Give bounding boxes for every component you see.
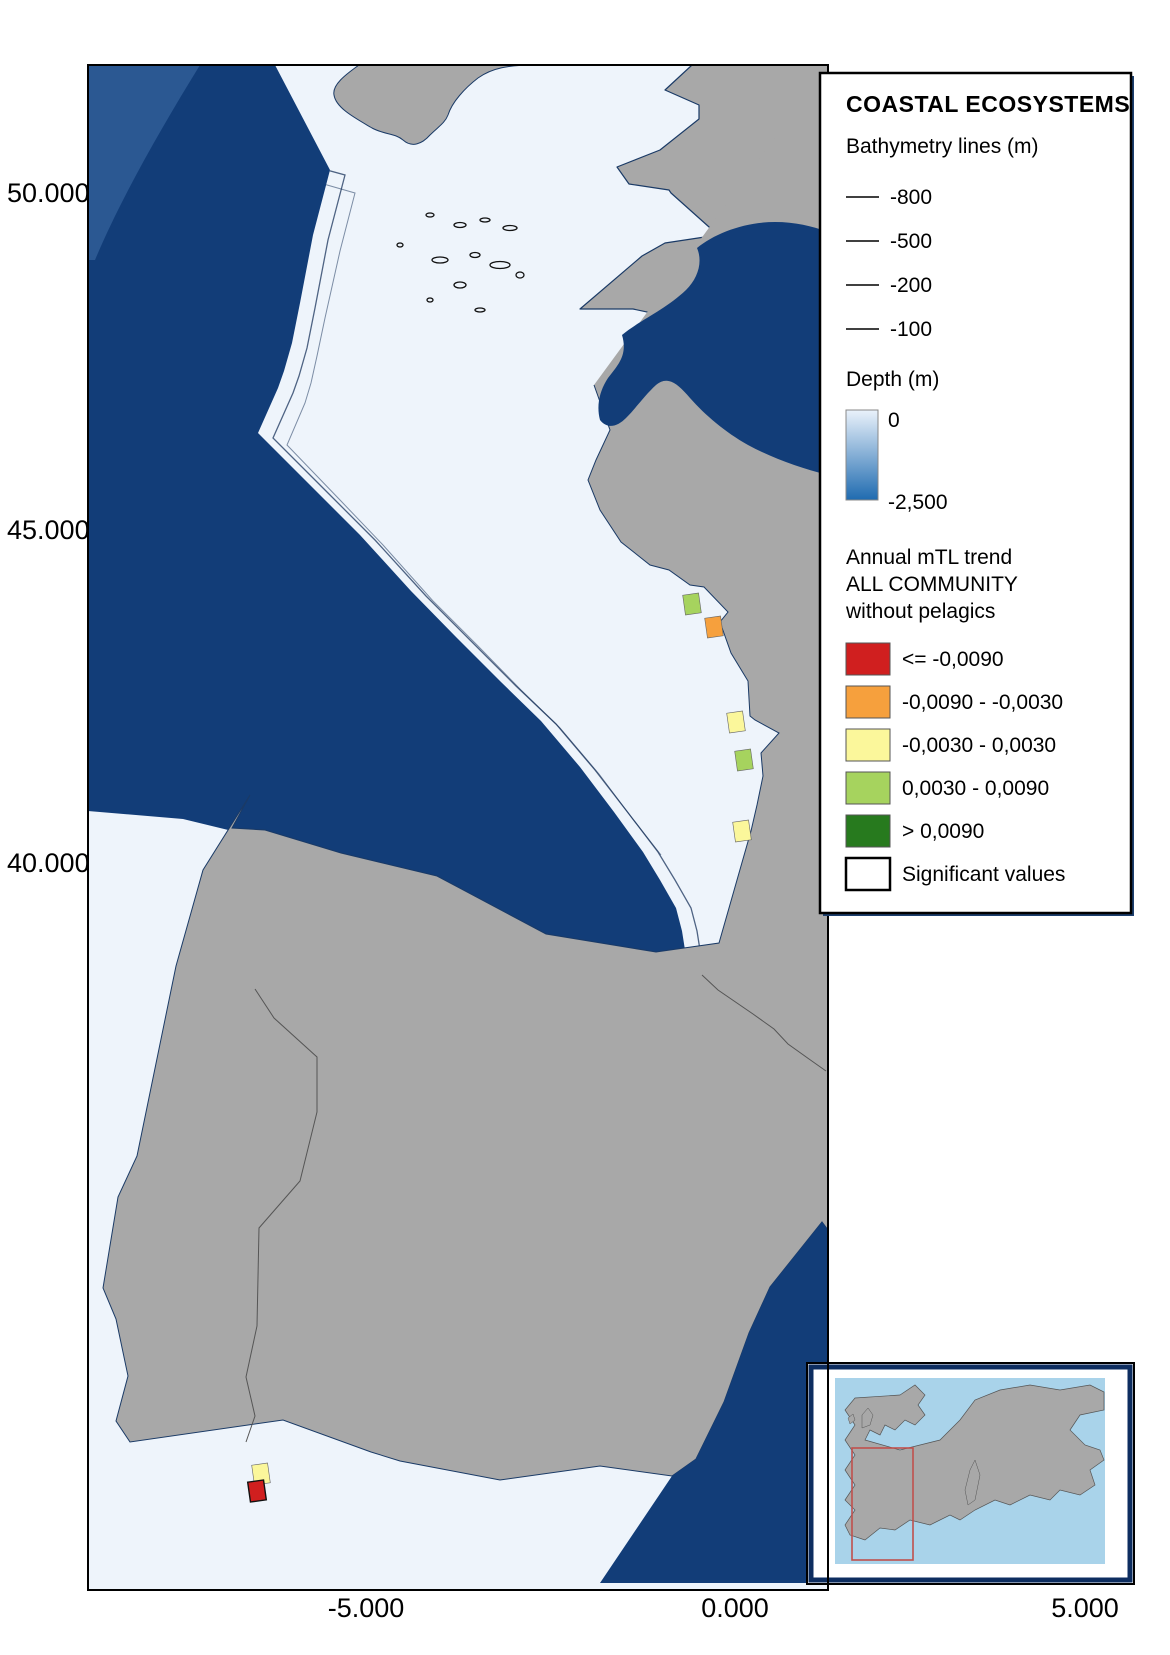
svg-text:Depth (m): Depth (m): [846, 368, 939, 391]
svg-text:Annual mTL trend: Annual mTL trend: [846, 546, 1012, 569]
svg-text:0,0030 - 0,0090: 0,0030 - 0,0090: [902, 777, 1049, 800]
svg-text:COASTAL ECOSYSTEMS: COASTAL ECOSYSTEMS: [846, 91, 1130, 117]
svg-text:> 0,0090: > 0,0090: [902, 820, 984, 843]
svg-text:Bathymetry lines (m): Bathymetry lines (m): [846, 135, 1039, 158]
svg-text:-0,0090 - -0,0030: -0,0090 - -0,0030: [902, 691, 1063, 714]
svg-text:-200: -200: [890, 274, 932, 297]
svg-text:without pelagics: without pelagics: [845, 600, 995, 623]
svg-text:50.000: 50.000: [7, 178, 90, 208]
svg-text:-2,500: -2,500: [888, 491, 948, 514]
svg-text:0: 0: [888, 409, 900, 432]
svg-text:-0,0030 - 0,0030: -0,0030 - 0,0030: [902, 734, 1056, 757]
svg-text:Significant values: Significant values: [902, 863, 1065, 886]
svg-text:40.000: 40.000: [7, 848, 90, 878]
svg-text:-100: -100: [890, 318, 932, 341]
svg-text:<= -0,0090: <= -0,0090: [902, 648, 1004, 671]
svg-text:0.000: 0.000: [701, 1593, 769, 1623]
svg-text:45.000: 45.000: [7, 515, 90, 545]
svg-text:5.000: 5.000: [1051, 1593, 1119, 1623]
svg-text:ALL COMMUNITY: ALL COMMUNITY: [846, 573, 1018, 596]
svg-text:-800: -800: [890, 186, 932, 209]
svg-text:-500: -500: [890, 230, 932, 253]
svg-text:-5.000: -5.000: [328, 1593, 405, 1623]
